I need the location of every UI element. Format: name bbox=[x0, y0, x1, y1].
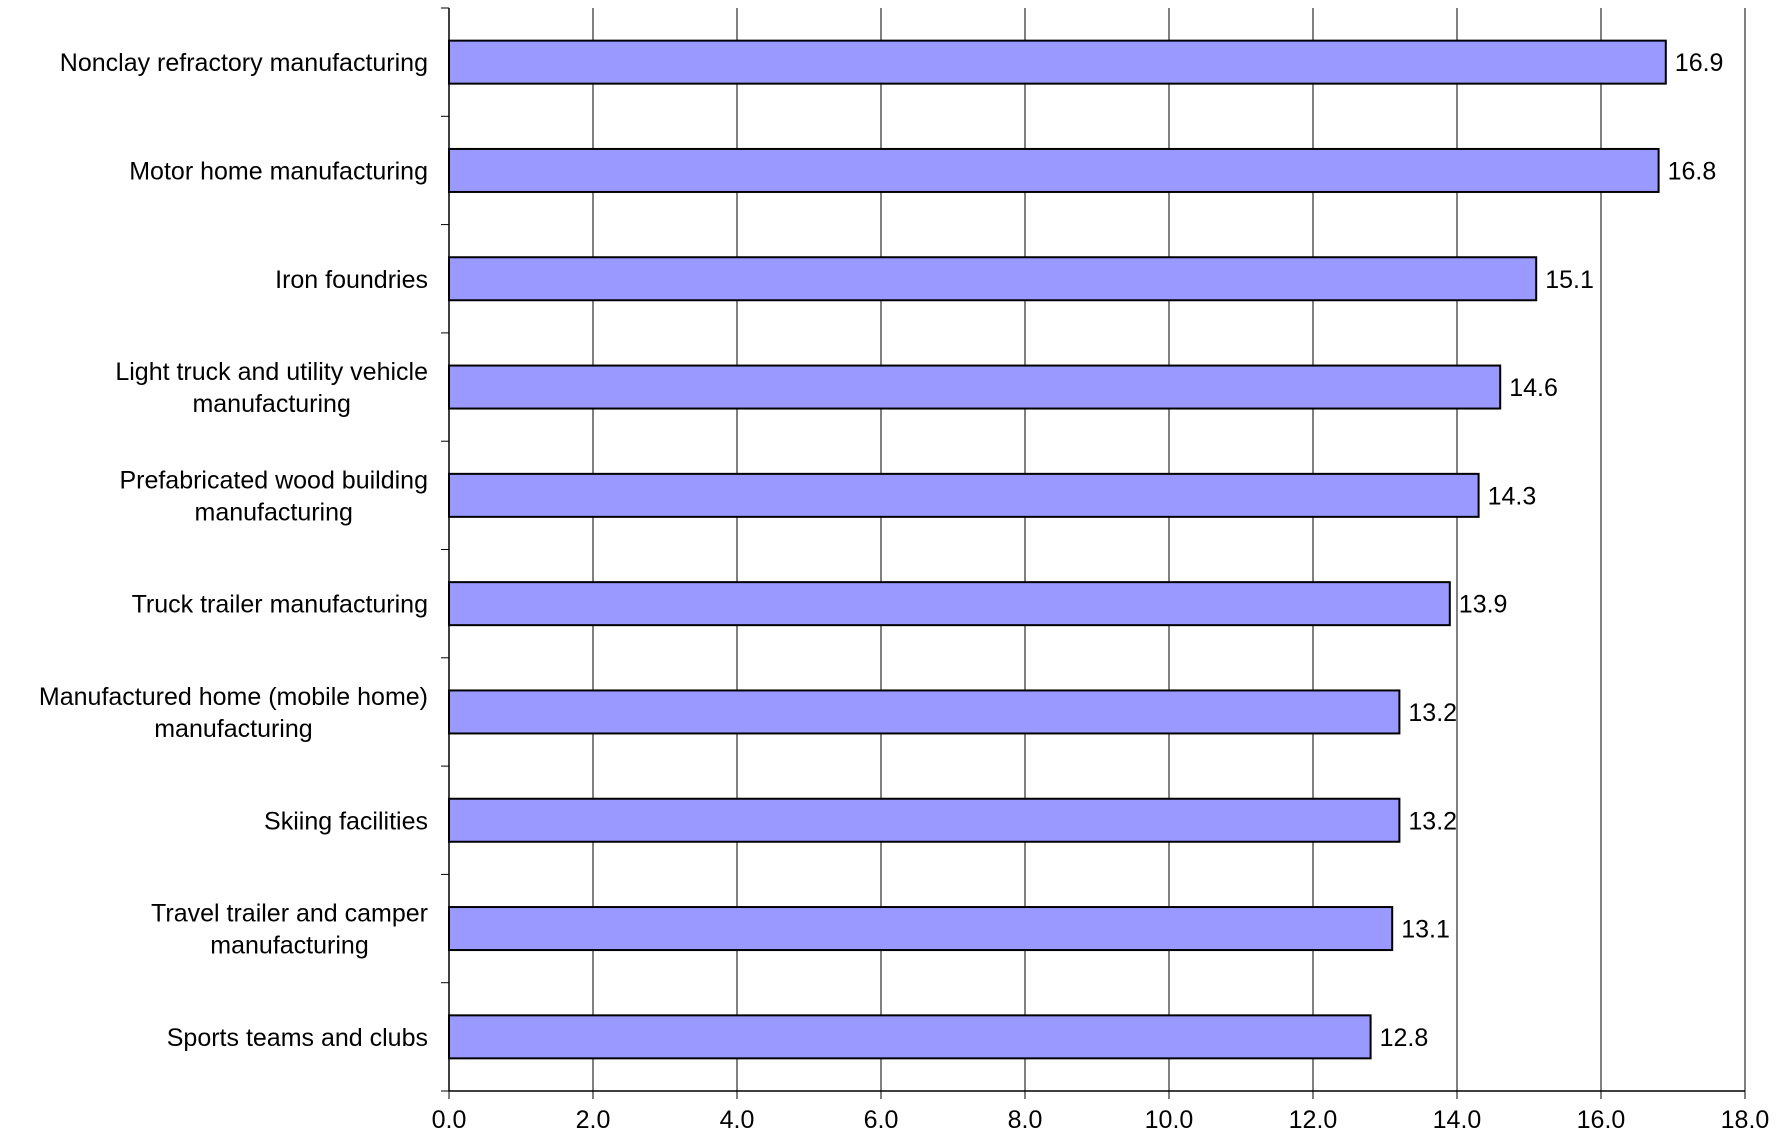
category-label: Skiing facilities bbox=[264, 807, 428, 835]
x-tick-label: 16.0 bbox=[1577, 1106, 1626, 1134]
x-tick-label: 12.0 bbox=[1289, 1106, 1338, 1134]
x-tick-label: 4.0 bbox=[720, 1106, 755, 1134]
category-label-line: Nonclay refractory manufacturing bbox=[60, 49, 428, 77]
data-label: 13.2 bbox=[1408, 807, 1457, 835]
data-label: 14.6 bbox=[1509, 374, 1558, 402]
category-label: Travel trailer and camper manufacturing bbox=[151, 900, 428, 960]
category-label-line: Iron foundries bbox=[275, 266, 428, 294]
x-tick-label: 8.0 bbox=[1008, 1106, 1043, 1134]
category-label: Light truck and utility vehicle manufactu… bbox=[115, 358, 428, 418]
category-label-line: Light truck and utility vehicle bbox=[115, 358, 428, 386]
data-label: 16.9 bbox=[1675, 49, 1724, 77]
bar bbox=[448, 581, 1451, 627]
category-label-line: Sports teams and clubs bbox=[167, 1024, 428, 1052]
x-tick-label: 6.0 bbox=[864, 1106, 899, 1134]
category-label-line: Truck trailer manufacturing bbox=[132, 591, 428, 619]
category-label-line: Skiing facilities bbox=[264, 807, 428, 835]
bar bbox=[448, 39, 1667, 85]
category-label-line: manufacturing bbox=[154, 715, 312, 743]
category-label-line: manufacturing bbox=[192, 390, 350, 418]
bar bbox=[448, 472, 1480, 518]
x-tick-label: 2.0 bbox=[576, 1106, 611, 1134]
category-label-line: manufacturing bbox=[195, 498, 353, 526]
category-label-line: Motor home manufacturing bbox=[129, 157, 428, 185]
x-tick-label: 18.0 bbox=[1721, 1106, 1770, 1134]
data-label: 12.8 bbox=[1380, 1024, 1429, 1052]
category-label: Motor home manufacturing bbox=[129, 157, 428, 185]
bar bbox=[448, 256, 1538, 302]
x-tick-label: 10.0 bbox=[1145, 1106, 1194, 1134]
category-label-line: manufacturing bbox=[210, 932, 368, 960]
category-label: Iron foundries bbox=[275, 266, 428, 294]
category-label: Prefabricated wood building manufacturing bbox=[119, 466, 428, 526]
data-label: 13.1 bbox=[1401, 916, 1450, 944]
category-label-line: Manufactured home (mobile home) bbox=[39, 683, 428, 711]
category-label: Sports teams and clubs bbox=[167, 1024, 428, 1052]
bar bbox=[448, 689, 1401, 735]
data-label: 15.1 bbox=[1545, 266, 1594, 294]
x-tick-label: 0.0 bbox=[432, 1106, 467, 1134]
bar bbox=[448, 1014, 1372, 1060]
data-label: 13.2 bbox=[1408, 699, 1457, 727]
labels: 0.0 2.0 4.0 6.0 8.0 10.0 12.0 14.0 16.0 18.0 16.9 N… bbox=[39, 49, 1769, 1134]
category-label: Nonclay refractory manufacturing bbox=[60, 49, 428, 77]
category-label: Truck trailer manufacturing bbox=[132, 591, 428, 619]
category-label-line: Travel trailer and camper bbox=[151, 900, 428, 928]
x-tick-label: 14.0 bbox=[1433, 1106, 1482, 1134]
data-label: 16.8 bbox=[1668, 157, 1717, 185]
category-label: Manufactured home (mobile home) manufactu… bbox=[39, 683, 428, 743]
bar bbox=[448, 906, 1394, 952]
bars bbox=[448, 39, 1667, 1060]
bar bbox=[448, 797, 1401, 843]
bar bbox=[448, 147, 1660, 193]
bar bbox=[448, 364, 1502, 410]
axes bbox=[441, 7, 1746, 1099]
category-label-line: Prefabricated wood building bbox=[119, 466, 428, 494]
data-label: 13.9 bbox=[1459, 591, 1508, 619]
data-label: 14.3 bbox=[1488, 482, 1537, 510]
